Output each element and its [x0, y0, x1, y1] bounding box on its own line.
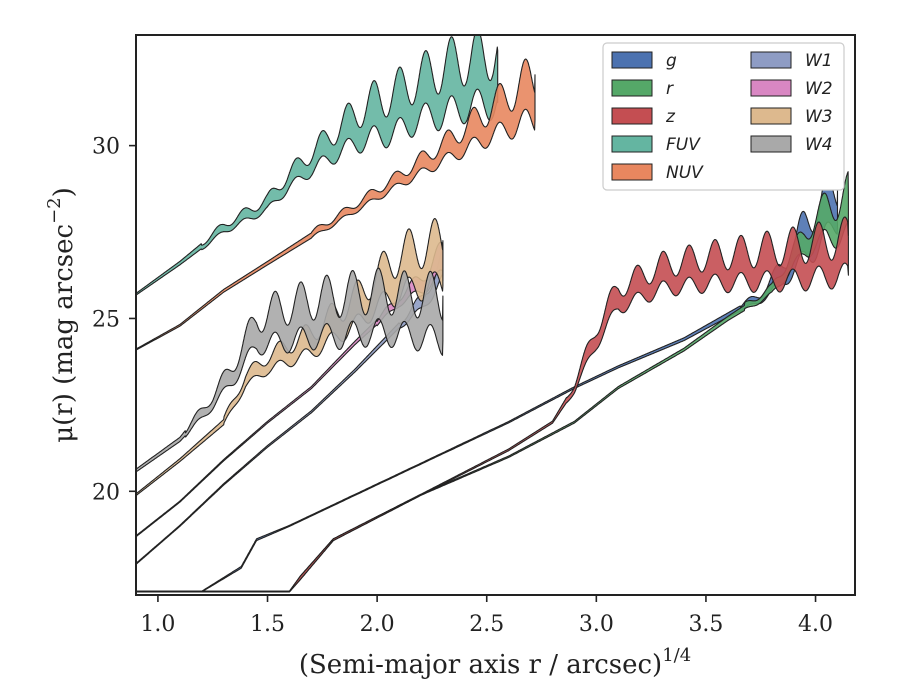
- legend: grz FUV NUV W1 W2 W3 W4: [602, 42, 845, 191]
- x-tick-label: 1.5: [250, 612, 285, 637]
- legend-label-w3: W3: [805, 107, 833, 127]
- x-tick-label: 3.0: [579, 612, 614, 637]
- legend-swatch-nuv: [611, 163, 653, 181]
- legend-swatch-z: [611, 107, 653, 125]
- band-fuv: [136, 35, 499, 296]
- y-tick-label: 25: [92, 307, 120, 332]
- y-axis-label: μ(r) (mag arcsec−2): [44, 187, 79, 443]
- band-w4: [136, 267, 444, 473]
- band-r: [136, 171, 849, 593]
- legend-label-fuv: FUV: [666, 135, 701, 155]
- legend-label-g: g: [666, 51, 677, 71]
- y-tick-label: 20: [92, 480, 120, 505]
- x-axis-ticks: 1.0 1.5 2.0 2.5 3.0 3.5 4.0: [140, 595, 833, 637]
- x-axis-label: (Semi-major axis r / arcsec)1/4: [299, 645, 691, 680]
- x-tick-label: 1.0: [140, 612, 175, 637]
- band-z: [136, 216, 849, 593]
- x-tick-label: 3.5: [688, 612, 723, 637]
- x-tick-label: 4.0: [798, 612, 833, 637]
- legend-swatch-fuv: [611, 135, 653, 153]
- legend-label-w1: W1: [805, 51, 833, 71]
- legend-swatch-w3: [750, 107, 792, 125]
- legend-label-z: z: [665, 107, 676, 127]
- y-axis-ticks: 20 25 30: [92, 135, 136, 505]
- profile-bands: [136, 35, 849, 593]
- band-nuv: [136, 58, 536, 351]
- legend-label-nuv: NUV: [666, 163, 704, 183]
- legend-label-w4: W4: [805, 135, 833, 155]
- legend-swatch-w1: [750, 51, 792, 69]
- x-tick-label: 2.5: [469, 612, 504, 637]
- legend-swatch-w2: [750, 79, 792, 97]
- plot-frame: [135, 34, 856, 596]
- legend-swatch-g: [611, 51, 653, 69]
- band-w3: [136, 218, 444, 497]
- legend-label-r: r: [666, 79, 674, 99]
- y-tick-label: 30: [92, 135, 120, 160]
- legend-label-w2: W2: [805, 79, 833, 99]
- legend-swatch-r: [611, 79, 653, 97]
- x-tick-label: 2.0: [360, 612, 395, 637]
- legend-swatch-w4: [750, 135, 792, 153]
